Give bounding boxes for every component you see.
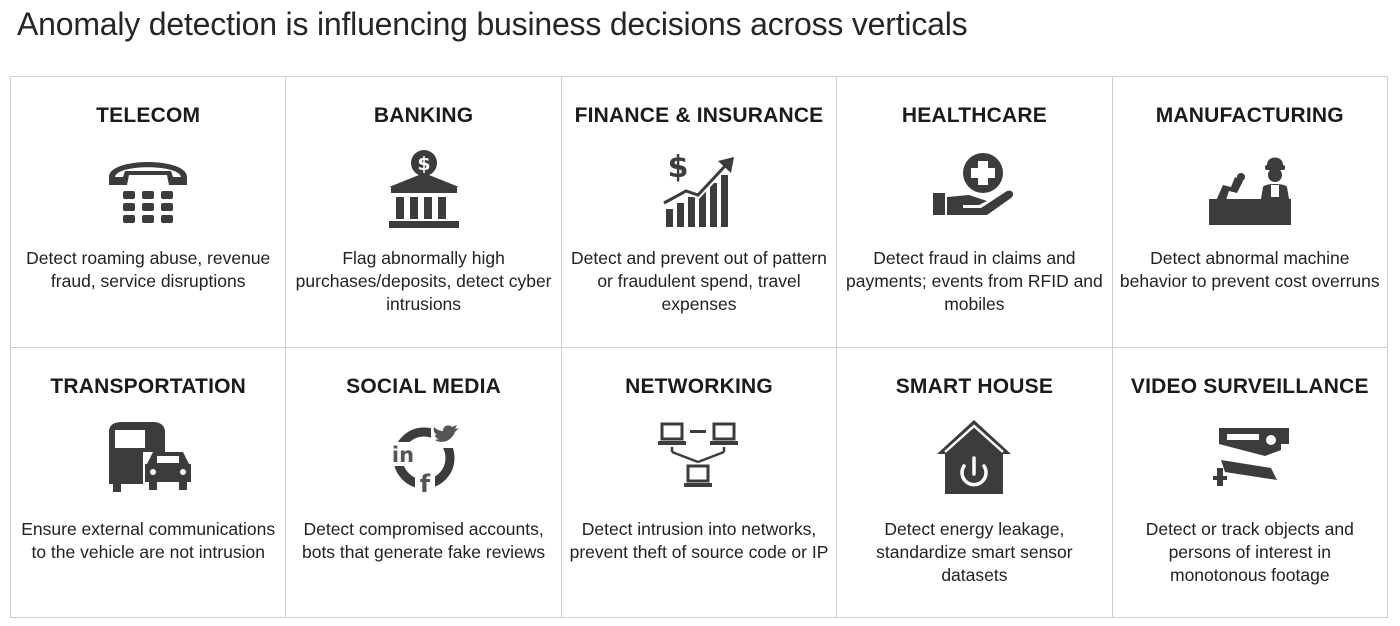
tile-title: MANUFACTURING [1155, 104, 1344, 127]
finance-growth-icon: $ [654, 147, 744, 231]
svg-text:in: in [392, 443, 414, 467]
bank-icon: $ [379, 147, 469, 231]
smart-house-power-icon [929, 414, 1019, 498]
svg-text:$: $ [417, 153, 430, 175]
tile-description: Detect abnormal machine behavior to prev… [1119, 248, 1380, 291]
tile-title: VIDEO SURVEILLANCE [1130, 374, 1369, 398]
tile-title: SOCIAL MEDIA [346, 374, 502, 398]
tile-smart-house: SMART HOUSE Detect energy leakage, stand… [837, 347, 1113, 618]
tile-title: TELECOM [96, 104, 201, 127]
tile-video-surveillance: VIDEO SURVEILLANCE Detect or track objec… [1112, 347, 1388, 618]
tile-description: Detect and prevent out of pattern or fra… [571, 248, 827, 314]
svg-text:f: f [419, 470, 430, 498]
factory-worker-icon [1205, 147, 1295, 231]
verticals-grid: TELECOM Detect roaming abuse, revenue [10, 76, 1388, 618]
tile-description: Ensure external communications to the ve… [21, 518, 276, 562]
svg-text:$: $ [668, 150, 689, 185]
tile-description: Detect or track objects and persons of i… [1145, 518, 1354, 585]
tile-healthcare: HEALTHCARE Detect fraud in claims and pa… [837, 77, 1113, 348]
tile-social-media: SOCIAL MEDIA in f Detect compromised acc… [286, 347, 562, 618]
tile-transportation: TRANSPORTATION Ensure external communica… [11, 347, 287, 618]
tile-manufacturing: MANUFACTURING Detect abnormal machine be… [1112, 77, 1388, 348]
tile-title: HEALTHCARE [901, 104, 1047, 127]
tile-title: BANKING [373, 104, 474, 127]
page-title: Anomaly detection is influencing busines… [17, 6, 968, 42]
tile-title: FINANCE & INSURANCE [574, 104, 824, 127]
tile-description: Detect energy leakage, standardize smart… [876, 518, 1073, 585]
telephone-icon [103, 147, 193, 231]
security-camera-icon [1205, 414, 1295, 498]
tile-telecom: TELECOM Detect roaming abuse, revenue [11, 77, 287, 348]
bus-car-icon [103, 414, 193, 498]
tile-finance-insurance: FINANCE & INSURANCE $ Detect and prevent… [561, 77, 838, 348]
tile-title: TRANSPORTATION [50, 374, 247, 398]
tile-title: NETWORKING [625, 374, 773, 398]
tile-title: SMART HOUSE [895, 374, 1054, 398]
tile-description: Flag abnormally high purchases/deposits,… [295, 248, 552, 314]
tile-banking: BANKING $ Flag abnormally high purchases… [286, 77, 562, 348]
tile-description: Detect compromised accounts, bots that g… [301, 518, 546, 562]
hand-medical-cross-icon [929, 147, 1019, 231]
tile-description: Detect fraud in claims and payments; eve… [846, 248, 1103, 314]
tile-description: Detect intrusion into networks, prevent … [569, 518, 829, 562]
network-computers-icon [654, 414, 744, 498]
tile-description: Detect roaming abuse, revenue fraud, ser… [26, 248, 271, 291]
tile-networking: NETWORKING [561, 347, 838, 618]
social-media-icon: in f [379, 414, 469, 498]
